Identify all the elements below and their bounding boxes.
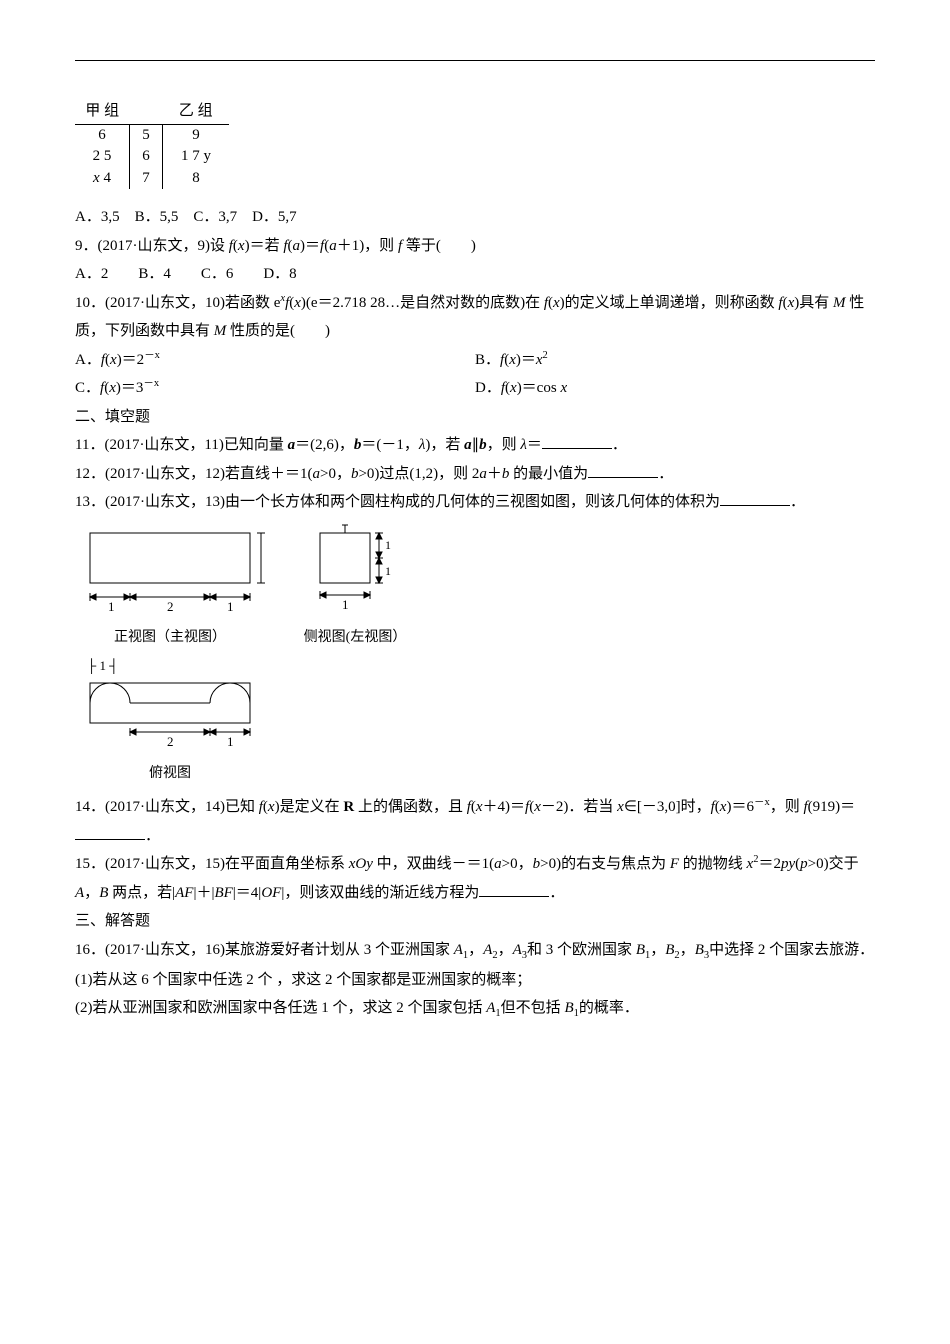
section-2-title: 二、填空题 bbox=[75, 403, 875, 432]
stem-r0-r: 9 bbox=[163, 124, 230, 146]
stem-r1-m: 6 bbox=[130, 146, 163, 168]
q12: 12．(2017·山东文，12)若直线＋＝1(a>0，b>0)过点(1,2)，则… bbox=[75, 460, 875, 489]
top-view-svg: 2 1 bbox=[75, 678, 265, 748]
dim-1b: 1 bbox=[227, 599, 234, 613]
stem-r1-r: 1 7 y bbox=[163, 146, 230, 168]
q10-opt-c: C．f(x)＝3－x bbox=[75, 374, 475, 403]
side-dim-2: 1 bbox=[385, 564, 391, 578]
top-dim-1: 1 bbox=[227, 734, 234, 748]
side-dim-1: 1 bbox=[385, 538, 391, 552]
stem-r1-l: 2 5 bbox=[75, 146, 130, 168]
front-view-svg: 1 2 1 bbox=[75, 523, 265, 613]
q16-2: (2)若从亚洲国家和欧洲国家中各任选 1 个，求这 2 个国家包括 A1但不包括… bbox=[75, 994, 875, 1024]
top-view-caption: 俯视图 bbox=[75, 761, 265, 788]
stem-leaf-plot: 甲 组 乙 组 6 5 9 2 5 6 1 7 y x 4 7 8 bbox=[75, 101, 875, 189]
front-view-caption: 正视图（主视图） bbox=[75, 625, 265, 652]
stem-r0-l: 6 bbox=[75, 124, 130, 146]
q13-blank bbox=[720, 490, 790, 506]
q12-blank bbox=[588, 462, 658, 478]
q9-choices: A．2 B．4 C．6 D．8 bbox=[75, 260, 875, 289]
q14: 14．(2017·山东文，14)已知 f(x)是定义在 R 上的偶函数，且 f(… bbox=[75, 793, 875, 850]
q15: 15．(2017·山东文，15)在平面直角坐标系 xOy 中，双曲线－＝1(a>… bbox=[75, 850, 875, 907]
q10-opt-b: B．f(x)＝x2 bbox=[475, 346, 875, 375]
stem-r2-r: 8 bbox=[163, 168, 230, 190]
stem-header-gap bbox=[130, 101, 163, 124]
three-view-row-1: 1 2 1 正视图（主视图） bbox=[75, 523, 875, 652]
side-dim-3: 1 bbox=[342, 597, 349, 612]
q14-blank bbox=[75, 824, 145, 840]
stem-r0-m: 5 bbox=[130, 124, 163, 146]
side-view-svg: 1 1 1 bbox=[295, 523, 415, 613]
stem-r2-m: 7 bbox=[130, 168, 163, 190]
q15-blank bbox=[479, 881, 549, 897]
q11-blank bbox=[542, 433, 612, 449]
stem-header-left: 甲 组 bbox=[75, 101, 130, 124]
q16: 16．(2017·山东文，16)某旅游爱好者计划从 3 个亚洲国家 A1，A2，… bbox=[75, 936, 875, 966]
q10: 10．(2017·山东文，10)若函数 exf(x)(e＝2.718 28…是自… bbox=[75, 289, 875, 346]
side-view-caption: 侧视图(左视图） bbox=[295, 625, 415, 652]
q16-1: (1)若从这 6 个国家中任选 2 个 ，求这 2 个国家都是亚洲国家的概率； bbox=[75, 966, 875, 995]
q10-opt-d: D．f(x)＝cos x bbox=[475, 374, 875, 403]
q9: 9．(2017·山东文，9)设 f(x)＝若 f(a)＝f(a＋1)，则 f 等… bbox=[75, 232, 875, 261]
page: 甲 组 乙 组 6 5 9 2 5 6 1 7 y x 4 7 8 A．3,5 … bbox=[0, 0, 950, 1104]
q10-options: A．f(x)＝2－x C．f(x)＝3－x B．f(x)＝x2 D．f(x)＝c… bbox=[75, 346, 875, 403]
front-view-block: 1 2 1 正视图（主视图） bbox=[75, 523, 265, 652]
stem-r2-l: x 4 bbox=[75, 168, 130, 190]
q8-choices: A．3,5 B．5,5 C．3,7 D．5,7 bbox=[75, 203, 875, 232]
section-3-title: 三、解答题 bbox=[75, 907, 875, 936]
dim-1a: 1 bbox=[108, 599, 115, 613]
side-view-block: 1 1 1 侧视图(左视图） bbox=[295, 523, 415, 652]
top-rule bbox=[75, 60, 875, 61]
dim-2a: 2 bbox=[167, 599, 174, 613]
stem-header-right: 乙 组 bbox=[163, 101, 230, 124]
top-dim-2: 2 bbox=[167, 734, 174, 748]
stem-leaf-table: 甲 组 乙 组 6 5 9 2 5 6 1 7 y x 4 7 8 bbox=[75, 101, 229, 189]
top-view-block: ├ 1 ┤ 2 1 俯视图 bbox=[75, 654, 875, 788]
q10-opt-a: A．f(x)＝2－x bbox=[75, 346, 475, 375]
q13: 13．(2017·山东文，13)由一个长方体和两个圆柱构成的几何体的三视图如图，… bbox=[75, 488, 875, 517]
q11: 11．(2017·山东文，11)已知向量 a＝(2,6)，b＝(－1，λ)，若 … bbox=[75, 431, 875, 460]
